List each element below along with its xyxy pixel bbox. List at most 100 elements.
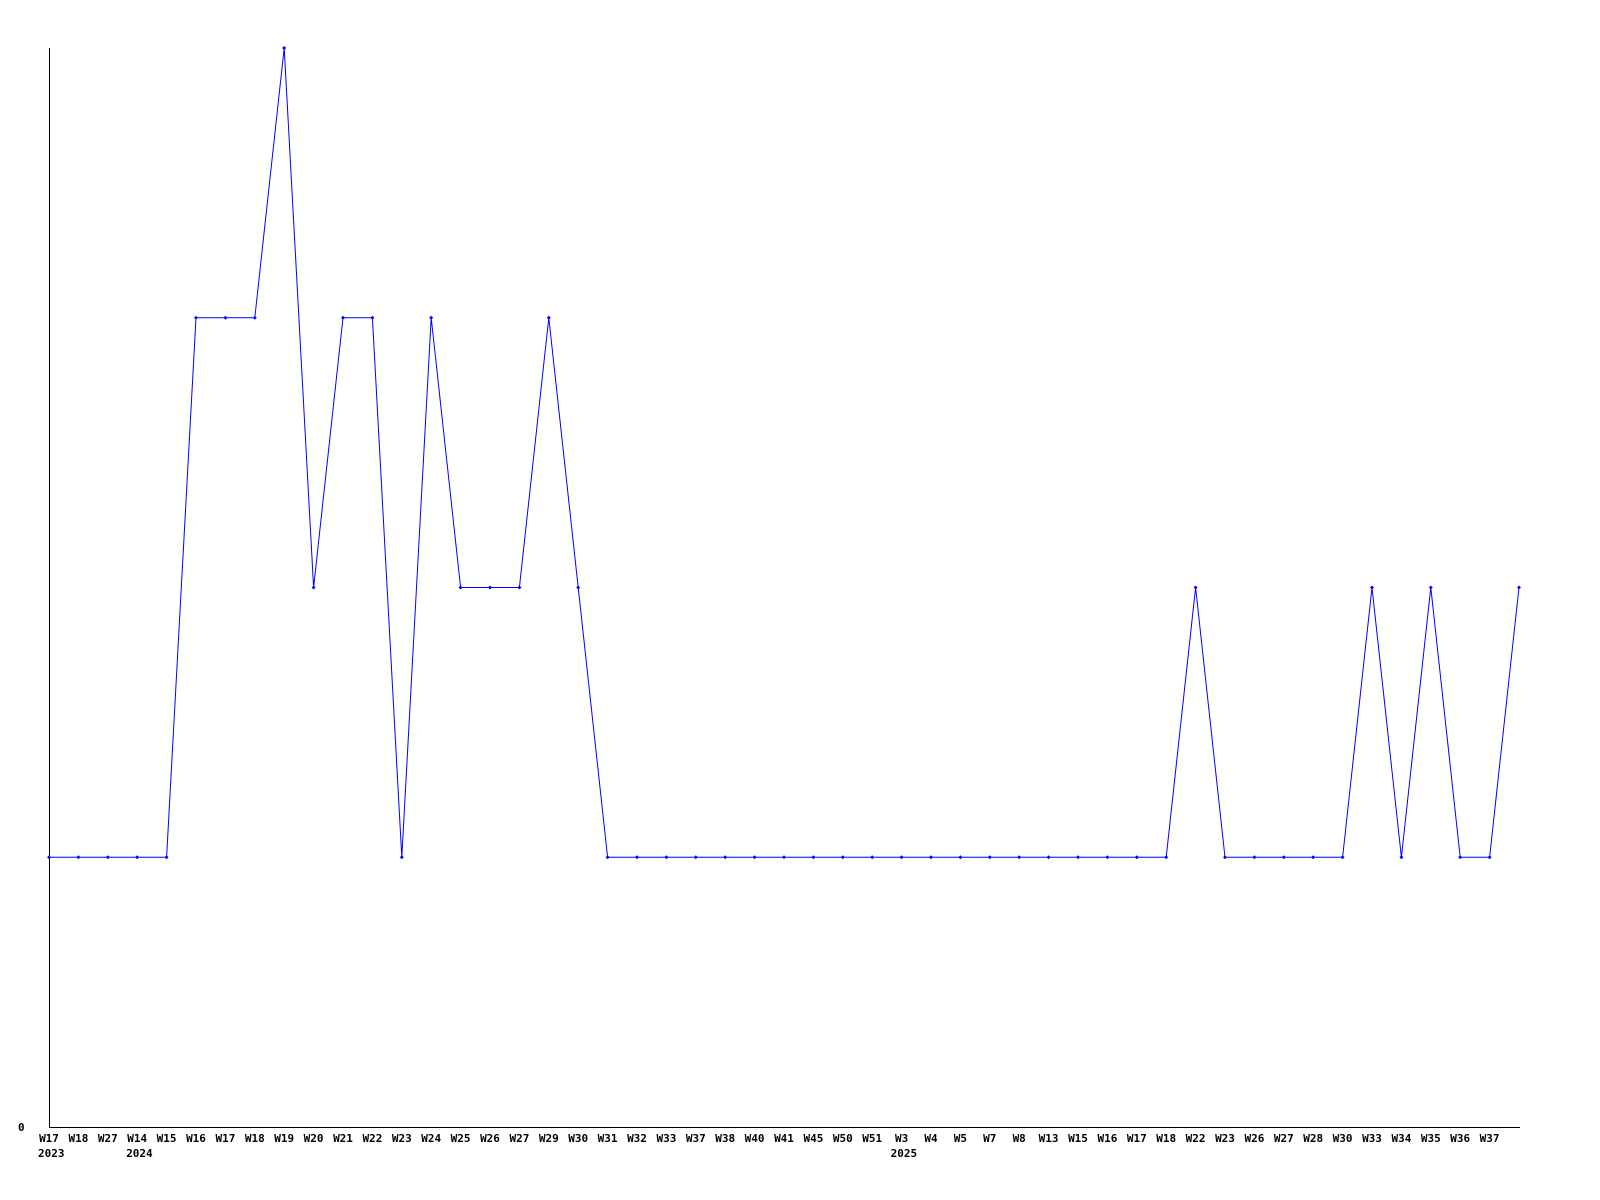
x-tick-label: W45: [803, 1132, 823, 1145]
x-tick-label: W33: [1362, 1132, 1382, 1145]
data-point: [1017, 855, 1022, 860]
x-tick-label: W13: [1039, 1132, 1059, 1145]
data-point: [1281, 855, 1286, 860]
data-point: [223, 315, 228, 320]
year-label: 2024: [126, 1147, 153, 1160]
x-tick-label: W15: [157, 1132, 177, 1145]
x-tick-label: W33: [656, 1132, 676, 1145]
x-tick-label: W14: [127, 1132, 147, 1145]
x-tick-label: W17: [215, 1132, 235, 1145]
data-point: [1487, 855, 1492, 860]
data-point: [576, 585, 581, 590]
x-tick-label: W19: [274, 1132, 294, 1145]
x-tick-label: W4: [924, 1132, 938, 1145]
data-point: [752, 855, 757, 860]
data-point: [635, 855, 639, 860]
x-tick-label: W15: [1068, 1132, 1088, 1145]
data-point: [1164, 855, 1169, 860]
x-tick-label: W18: [68, 1132, 88, 1145]
data-point: [782, 855, 786, 860]
data-point: [488, 585, 492, 590]
data-point: [1046, 855, 1051, 860]
x-tick-label: W18: [1156, 1132, 1176, 1145]
x-tick-label: W30: [1333, 1132, 1353, 1145]
y-tick-label-0: 0: [18, 1121, 25, 1134]
data-point: [1428, 585, 1433, 590]
x-tick-label: W29: [539, 1132, 559, 1145]
x-tick-label: W8: [1013, 1132, 1026, 1145]
data-point: [194, 315, 198, 320]
data-point: [929, 855, 933, 860]
x-tick-label: W18: [245, 1132, 265, 1145]
x-tick-label: W22: [1186, 1132, 1206, 1145]
x-tick-label: W27: [509, 1132, 529, 1145]
x-tick-label: W40: [745, 1132, 765, 1145]
x-tick-label: W27: [98, 1132, 118, 1145]
data-point: [458, 585, 463, 590]
x-tick-label: W51: [862, 1132, 882, 1145]
x-tick-label: W17: [1127, 1132, 1147, 1145]
data-point: [693, 855, 698, 860]
x-tick-label: W17: [39, 1132, 59, 1145]
data-point: [1193, 585, 1198, 590]
x-tick-label: W30: [568, 1132, 588, 1145]
data-point: [311, 585, 316, 590]
data-point: [899, 855, 904, 860]
data-point: [252, 315, 257, 320]
data-point: [1458, 855, 1463, 860]
x-tick-label: W23: [392, 1132, 412, 1145]
series-line: [49, 47, 1520, 858]
data-point: [105, 855, 110, 860]
x-tick-label: W21: [333, 1132, 353, 1145]
x-tick-label: W16: [186, 1132, 206, 1145]
data-point: [370, 315, 375, 320]
x-tick-label: W41: [774, 1132, 794, 1145]
data-point: [399, 855, 404, 860]
x-tick-label: W37: [686, 1132, 706, 1145]
x-tick-label: W50: [833, 1132, 853, 1145]
data-point: [1252, 855, 1257, 860]
x-tick-label: W38: [715, 1132, 735, 1145]
data-point: [47, 855, 51, 860]
x-tick-label: W37: [1480, 1132, 1500, 1145]
x-tick-label: W28: [1303, 1132, 1323, 1145]
x-tick-label: W22: [362, 1132, 382, 1145]
x-tick-label: W16: [1097, 1132, 1117, 1145]
x-tick-label: W26: [1244, 1132, 1264, 1145]
data-point: [605, 855, 610, 860]
data-point: [840, 855, 845, 860]
data-point: [282, 46, 287, 50]
x-tick-label: W31: [598, 1132, 618, 1145]
x-tick-label: W36: [1450, 1132, 1470, 1145]
data-point: [1517, 585, 1521, 590]
x-tick-label: W27: [1274, 1132, 1294, 1145]
data-point: [811, 855, 816, 860]
data-point: [1223, 855, 1227, 860]
x-tick-label: W3: [895, 1132, 908, 1145]
x-tick-label: W7: [983, 1132, 996, 1145]
data-point: [76, 855, 81, 860]
data-point: [429, 315, 434, 320]
data-point: [341, 315, 345, 320]
data-point: [1399, 855, 1404, 860]
x-tick-label: W26: [480, 1132, 500, 1145]
data-point: [723, 855, 728, 860]
data-point: [1134, 855, 1139, 860]
year-label: 2023: [38, 1147, 65, 1160]
data-point: [664, 855, 669, 860]
x-tick-label: W25: [451, 1132, 471, 1145]
data-point: [135, 855, 140, 860]
data-point: [546, 315, 551, 320]
data-point: [987, 855, 992, 860]
x-tick-label: W34: [1391, 1132, 1411, 1145]
data-point: [1105, 855, 1110, 860]
data-point: [1370, 585, 1374, 590]
data-point: [517, 585, 522, 590]
x-tick-label: W32: [627, 1132, 647, 1145]
x-tick-label: W35: [1421, 1132, 1441, 1145]
data-point: [1076, 855, 1080, 860]
data-point: [870, 855, 875, 860]
data-point: [164, 855, 169, 860]
data-point: [1311, 855, 1316, 860]
